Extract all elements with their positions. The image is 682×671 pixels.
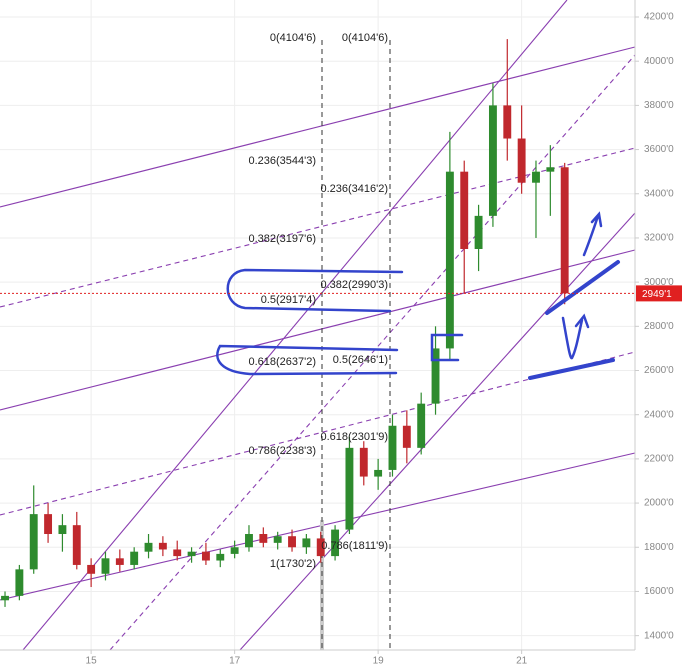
scribble xyxy=(216,344,399,376)
fib-label: 0.236(3544'3) xyxy=(248,155,316,167)
candle-body xyxy=(546,167,555,172)
trend-line xyxy=(0,249,636,411)
y-tick-label: 3600'0 xyxy=(644,144,674,155)
last-price-box xyxy=(636,285,682,302)
candle-body xyxy=(431,348,440,404)
candle-body xyxy=(417,403,426,448)
last-price-label: 2949'1 xyxy=(642,289,672,300)
candle-body xyxy=(230,547,239,554)
candle-body xyxy=(517,138,526,183)
y-tick-label: 2200'0 xyxy=(644,454,674,465)
candle-body xyxy=(560,167,569,294)
y-tick-label: 1400'0 xyxy=(644,630,674,641)
candle-body xyxy=(345,447,354,530)
candle-body xyxy=(44,514,53,535)
fib-label: 0.618(2301'9) xyxy=(320,431,388,443)
y-tick-label: 1800'0 xyxy=(644,542,674,553)
candle-body xyxy=(158,542,167,550)
y-tick-label: 1600'0 xyxy=(644,586,674,597)
candle-body xyxy=(29,514,38,570)
axes: 1400'0 1600'0 1800'0 2000'0 2200'0 2400'0 2600… xyxy=(0,12,682,667)
candle-body xyxy=(187,551,196,557)
fib-label: 0.236(3416'2) xyxy=(320,183,388,195)
arrow xyxy=(561,313,590,360)
candle-body xyxy=(460,171,469,249)
y-tick-label: 3800'0 xyxy=(644,100,674,111)
stroke xyxy=(545,260,620,315)
candle-body xyxy=(402,425,411,448)
fib-label: 0.382(3197'6) xyxy=(248,233,316,245)
x-tick-label: 21 xyxy=(516,656,528,667)
x-tick-label: 17 xyxy=(229,656,241,667)
annotations: 0(4104'6) 0(4104'6) 0.236(3544'3) 0.236(341… xyxy=(248,32,388,570)
candle-body xyxy=(173,549,182,557)
candle-body xyxy=(374,469,383,477)
fib-label: 0(4104'6) xyxy=(342,32,388,44)
trend-line-dashed xyxy=(0,351,636,516)
x-tick-label: 19 xyxy=(373,656,385,667)
candle-body xyxy=(302,538,311,548)
candle-body xyxy=(331,529,340,557)
trend-line xyxy=(0,46,636,208)
y-tick-label: 2000'0 xyxy=(644,498,674,509)
fib-label: 0.382(2990'3) xyxy=(320,279,388,291)
fib-label: 1(1730'2) xyxy=(270,558,316,570)
stroke xyxy=(528,358,615,380)
fib-label: 0.5(2917'4) xyxy=(261,294,316,306)
candle-body xyxy=(503,105,512,139)
candle-body xyxy=(488,105,497,216)
candle-body xyxy=(288,536,296,548)
fib-label: 0.786(2238'3) xyxy=(248,445,316,457)
candle-body xyxy=(245,534,253,548)
arrow xyxy=(582,211,603,257)
fib-label: 0.5(2646'1) xyxy=(333,354,388,366)
trend-line xyxy=(22,0,568,651)
candle-body xyxy=(201,551,210,561)
candle-body xyxy=(273,536,282,543)
candle-body xyxy=(72,525,81,565)
candle-body xyxy=(130,551,139,565)
candle-body xyxy=(115,558,124,565)
fib-label: 0(4104'6) xyxy=(270,32,316,44)
trend-lines xyxy=(0,0,636,651)
candle-body xyxy=(316,538,325,557)
x-tick-label: 15 xyxy=(86,656,98,667)
candle-body xyxy=(101,558,110,574)
candle-body xyxy=(474,215,483,249)
candle-body xyxy=(58,525,67,535)
trend-line-dashed xyxy=(0,147,636,308)
candle-body xyxy=(532,171,540,183)
y-tick-label: 2400'0 xyxy=(644,409,674,420)
y-tick-label: 4200'0 xyxy=(644,12,674,23)
fib-label: 0.786(1811'9) xyxy=(321,540,388,552)
candle-body xyxy=(144,542,153,552)
y-tick-label: 3200'0 xyxy=(644,233,674,244)
y-tick-label: 3400'0 xyxy=(644,188,674,199)
candles xyxy=(1,39,569,607)
y-tick-label: 2600'0 xyxy=(644,365,674,376)
candle-body xyxy=(216,553,225,561)
candle-body xyxy=(87,564,96,574)
trend-line xyxy=(239,212,636,651)
hand-drawing xyxy=(216,211,620,380)
candle-body xyxy=(15,569,24,596)
candle-body xyxy=(259,534,268,543)
scribble xyxy=(430,333,464,362)
fib-label: 0.618(2637'2) xyxy=(248,356,316,368)
trend-line-dashed xyxy=(109,54,636,651)
scribble xyxy=(226,268,404,313)
candle-body xyxy=(359,447,368,477)
y-tick-label: 4000'0 xyxy=(644,56,674,67)
y-tick-label: 3000'0 xyxy=(644,277,674,288)
candle-body xyxy=(388,425,397,470)
candle-body xyxy=(1,595,9,601)
y-tick-label: 2800'0 xyxy=(644,321,674,332)
candle-body xyxy=(445,171,454,349)
grid xyxy=(0,0,635,650)
